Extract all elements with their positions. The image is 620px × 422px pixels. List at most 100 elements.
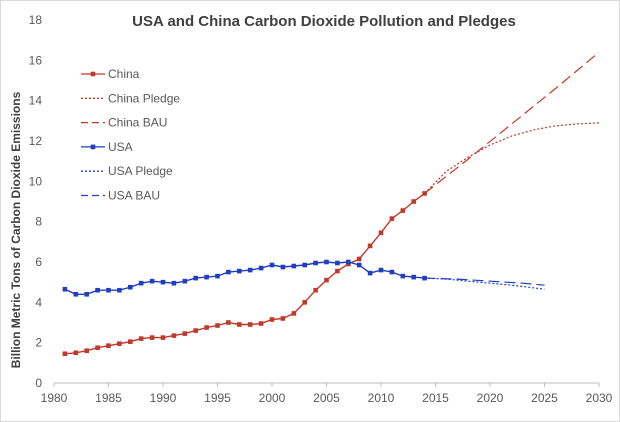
data-point-usa [117,287,122,293]
data-point-usa [302,262,307,268]
data-point-china [193,328,198,333]
data-point-usa [193,275,198,281]
data-point-usa [204,274,209,280]
series-line-usa-bau [424,277,545,286]
data-point-china [204,325,209,330]
data-point-usa [149,278,155,284]
data-point-usa [335,260,340,266]
data-point-china [171,333,177,338]
data-point-usa [128,284,133,290]
data-point-usa [367,270,373,276]
data-point-china [237,322,242,327]
legend-label-usa: USA [108,140,133,154]
data-point-usa [269,262,275,268]
data-point-usa [73,291,79,297]
data-point-usa [400,273,406,279]
data-point-usa [215,273,220,279]
data-point-china [269,317,275,322]
x-tick-label: 1990 [150,391,177,405]
y-tick-label: 2 [35,336,42,350]
data-point-china [302,300,307,305]
data-point-usa [237,268,242,274]
data-point-china [247,322,253,327]
data-point-usa [280,264,286,270]
data-point-china [73,350,79,356]
data-point-china [356,256,362,262]
data-point-usa [84,291,89,297]
y-tick-label: 14 [29,94,43,108]
legend-marker-usa [90,144,96,150]
data-point-usa [171,280,177,286]
series-line-usa [64,261,425,295]
data-point-china [367,243,373,249]
y-tick-label: 16 [29,53,43,67]
data-point-china [117,341,122,346]
series-layer [62,51,600,357]
data-point-china [215,323,220,328]
y-tick-label: 0 [35,376,42,390]
data-point-usa [291,263,297,269]
x-tick-label: 2030 [586,391,613,405]
data-point-china [378,230,384,236]
legend: China China Pledge China BAU USA USA Pledge U… [81,67,180,203]
data-point-china [84,348,89,354]
data-point-usa [258,265,264,271]
legend-label-usa-bau: USA BAU [108,189,160,203]
data-point-china [95,345,100,351]
data-point-china [335,268,340,274]
data-point-china [149,335,155,340]
data-point-usa [389,269,395,275]
data-point-usa [411,274,416,280]
series-line-china-pledge [424,122,600,194]
y-tick-label: 18 [29,13,43,27]
x-tick-label: 2000 [259,391,286,405]
legend-label-china-pledge: China Pledge [108,91,180,105]
data-point-usa [62,286,68,292]
legend-marker-china [90,71,96,77]
x-tick-label: 2005 [313,391,340,405]
data-point-china [182,331,188,336]
x-tick-label: 2010 [368,391,395,405]
axes: 1980 1985 1990 1995 2000 2005 2010 2015 2020 2025… [29,13,613,405]
legend-label-usa-pledge: USA Pledge [108,164,173,178]
data-point-usa [106,287,111,293]
data-point-china [313,287,318,293]
x-tick-label: 2025 [531,391,558,405]
x-tick-label: 1980 [41,391,68,405]
data-point-usa [247,267,253,273]
data-point-usa [313,260,318,266]
data-point-china [138,336,144,341]
y-tick-label: 4 [35,295,42,309]
y-tick-label: 10 [29,174,43,188]
data-point-china [389,216,395,221]
data-point-china [160,335,166,340]
data-point-usa [226,269,231,275]
y-tick-label: 8 [35,215,42,229]
series-line-china [64,192,426,355]
x-tick-label: 1985 [95,391,122,405]
legend-label-china: China [108,67,140,81]
data-point-usa [182,278,188,284]
data-point-china [291,311,297,316]
data-point-usa [346,259,351,265]
data-point-china [226,320,231,325]
series-line-usa-pledge [424,277,545,290]
data-point-china [280,316,286,321]
data-point-usa [95,287,100,293]
y-tick-label: 6 [35,255,42,269]
series-line-china-bau [424,51,600,194]
chart-title: USA and China Carbon Dioxide Pollution a… [132,13,516,30]
x-tick-label: 2015 [422,391,449,405]
y-tick-label: 12 [29,134,43,148]
data-point-china [62,351,68,357]
data-point-china [258,321,264,326]
data-point-china [106,343,111,348]
data-point-china [400,208,406,213]
data-point-china [422,191,427,196]
data-point-china [411,199,416,204]
y-axis-title: Billion Metric Tons of Carbon Dioxide Em… [9,91,23,368]
data-point-usa [378,267,384,273]
data-point-usa [160,279,166,285]
data-point-china [128,339,133,344]
